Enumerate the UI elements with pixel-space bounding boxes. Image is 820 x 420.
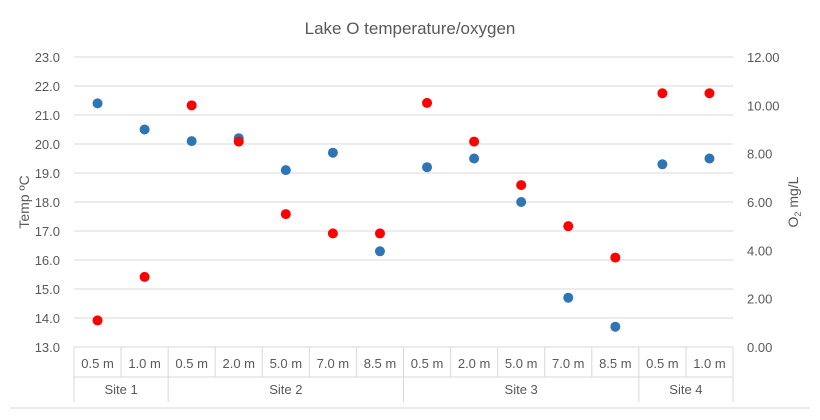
- category-label: 0.5 m: [175, 356, 208, 371]
- y-tick-label: 15.0: [35, 282, 60, 297]
- category-label: 7.0 m: [552, 356, 585, 371]
- temperature-point: [516, 197, 527, 207]
- y-tick-label: 23.0: [35, 50, 60, 65]
- y2-tick-label: 8.00: [747, 147, 772, 162]
- oxygen-point: [422, 97, 433, 108]
- oxygen-point: [280, 209, 291, 220]
- y2-tick-label: 12.00: [747, 50, 780, 65]
- y-tick-label: 22.0: [35, 79, 60, 94]
- category-label: 1.0 m: [693, 356, 726, 371]
- oxygen-point: [139, 271, 150, 282]
- group-label: Site 1: [104, 382, 137, 397]
- oxygen-point: [704, 88, 715, 99]
- chart-title: Lake O temperature/oxygen: [305, 19, 516, 38]
- y-tick-label: 13.0: [35, 340, 60, 355]
- y-tick-label: 16.0: [35, 253, 60, 268]
- category-label: 0.5 m: [411, 356, 444, 371]
- group-label: Site 2: [269, 382, 302, 397]
- temperature-point: [139, 124, 150, 135]
- category-label: 8.5 m: [364, 356, 397, 371]
- temperature-point: [280, 165, 291, 176]
- y-tick-label: 21.0: [35, 108, 60, 123]
- y2-tick-label: 4.00: [747, 243, 772, 258]
- group-label: Site 3: [505, 382, 538, 397]
- temperature-point: [704, 153, 715, 164]
- oxygen-point: [186, 100, 197, 111]
- y2-title-subscript: 2: [793, 212, 803, 217]
- y2-tick-label: 0.00: [747, 340, 772, 355]
- category-label: 0.5 m: [81, 356, 114, 371]
- y2-tick-label: 2.00: [747, 292, 772, 307]
- category-label: 0.5 m: [646, 356, 679, 371]
- temperature-point: [563, 292, 574, 303]
- y-tick-label: 17.0: [35, 224, 60, 239]
- y-tick-label: 19.0: [35, 166, 60, 181]
- temperature-point: [92, 98, 103, 109]
- y2-title-main: O: [785, 216, 801, 227]
- category-label: 1.0 m: [128, 356, 161, 371]
- oxygen-point: [374, 228, 385, 239]
- y-axis-title: Temp ºC: [16, 175, 32, 228]
- y2-axis-title: O2 mg/L: [785, 176, 803, 227]
- temperature-point: [374, 246, 385, 257]
- temperature-point: [422, 162, 433, 173]
- temperature-point: [327, 147, 338, 158]
- oxygen-point: [563, 221, 574, 232]
- y-tick-label: 20.0: [35, 137, 60, 152]
- oxygen-point: [233, 136, 244, 147]
- y2-tick-label: 10.00: [747, 98, 780, 113]
- category-label: 2.0 m: [222, 356, 255, 371]
- y-tick-label: 14.0: [35, 311, 60, 326]
- temperature-point: [469, 153, 480, 164]
- oxygen-point: [92, 315, 103, 326]
- y2-title-rest: mg/L: [785, 176, 801, 211]
- oxygen-point: [469, 136, 480, 147]
- category-label: 8.5 m: [599, 356, 632, 371]
- oxygen-point: [610, 252, 621, 263]
- oxygen-point: [516, 180, 527, 191]
- oxygen-point: [327, 228, 338, 239]
- temperature-point: [657, 159, 668, 170]
- group-label: Site 4: [669, 382, 702, 397]
- category-label: 2.0 m: [458, 356, 491, 371]
- y-tick-label: 18.0: [35, 195, 60, 210]
- category-label: 5.0 m: [505, 356, 538, 371]
- temperature-point: [610, 321, 621, 332]
- oxygen-point: [657, 88, 668, 99]
- temperature-point: [186, 136, 197, 147]
- y2-tick-label: 6.00: [747, 195, 772, 210]
- category-label: 7.0 m: [317, 356, 350, 371]
- category-label: 5.0 m: [270, 356, 303, 371]
